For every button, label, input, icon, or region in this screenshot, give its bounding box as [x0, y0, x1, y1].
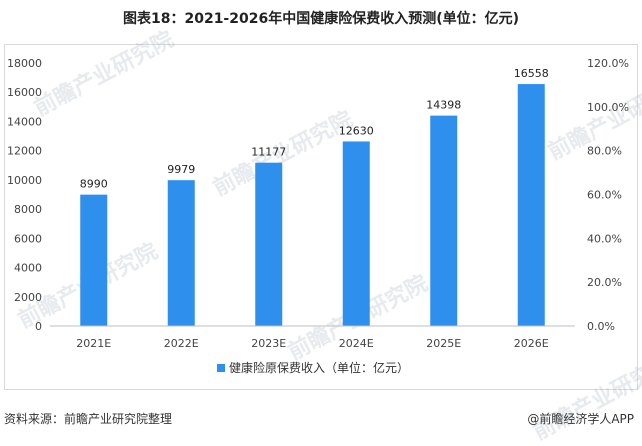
- x-tick-label: 2026E: [514, 337, 549, 350]
- y-axis-left: 0 2000 4000 6000 8000 10000 12000 14000 16000 180…: [7, 57, 42, 333]
- brand-credit: @前瞻经济学人APP: [527, 412, 634, 426]
- x-axis: 2021E 2022E 2023E 2024E 2025E 2026E: [50, 325, 575, 350]
- y-tick-label: 4000: [14, 262, 42, 275]
- legend-swatch: [217, 364, 225, 372]
- y-tick-label: 18000: [7, 57, 42, 70]
- y2-tick-label: 60.0%: [587, 189, 622, 202]
- bar: [167, 180, 195, 326]
- bar-value-label: 11177: [251, 146, 286, 159]
- x-tick-label: 2022E: [164, 337, 199, 350]
- bar: [255, 162, 283, 326]
- bar: [517, 84, 545, 327]
- y2-tick-label: 40.0%: [587, 232, 622, 245]
- legend-label: 健康险原保费收入（单位：亿元）: [229, 360, 409, 375]
- legend: 健康险原保费收入（单位：亿元）: [217, 360, 409, 375]
- y2-tick-label: 120.0%: [587, 57, 629, 70]
- y-tick-label: 6000: [14, 232, 42, 245]
- y-tick-label: 2000: [14, 291, 42, 304]
- bar: [430, 115, 458, 327]
- x-tick-label: 2024E: [339, 337, 374, 350]
- bar-value-label: 8990: [80, 178, 108, 191]
- y2-tick-label: 0.0%: [587, 320, 615, 333]
- source-note: 资料来源：前瞻产业研究院整理: [4, 412, 173, 426]
- bar: [80, 194, 108, 326]
- y-tick-label: 10000: [7, 174, 42, 187]
- x-tick-label: 2021E: [76, 337, 111, 350]
- bar: [342, 141, 370, 326]
- x-tick-label: 2025E: [426, 337, 461, 350]
- y-tick-label: 0: [35, 320, 42, 333]
- chart-title: 图表18：2021-2026年中国健康险保费收入预测(单位：亿元): [122, 11, 520, 27]
- footer: 资料来源：前瞻产业研究院整理 @前瞻经济学人APP: [0, 410, 642, 430]
- bar-value-label: 16558: [514, 67, 549, 80]
- y-axis-right: 0.0% 20.0% 40.0% 60.0% 80.0% 100.0% 120.0%: [587, 57, 629, 333]
- y-tick-label: 12000: [7, 145, 42, 158]
- y-tick-label: 8000: [14, 203, 42, 216]
- y2-tick-label: 80.0%: [587, 145, 622, 158]
- y2-tick-label: 20.0%: [587, 276, 622, 289]
- bars: 8990 9979 11177 12630 14398 16558: [80, 67, 549, 327]
- bar-value-label: 9979: [167, 163, 195, 176]
- chart-frame: [4, 44, 638, 390]
- bar-value-label: 12630: [339, 124, 374, 137]
- y2-tick-label: 100.0%: [587, 101, 629, 114]
- y-tick-label: 14000: [7, 115, 42, 128]
- bar-value-label: 14398: [426, 99, 461, 112]
- y-tick-label: 16000: [7, 86, 42, 99]
- x-tick-label: 2023E: [251, 337, 286, 350]
